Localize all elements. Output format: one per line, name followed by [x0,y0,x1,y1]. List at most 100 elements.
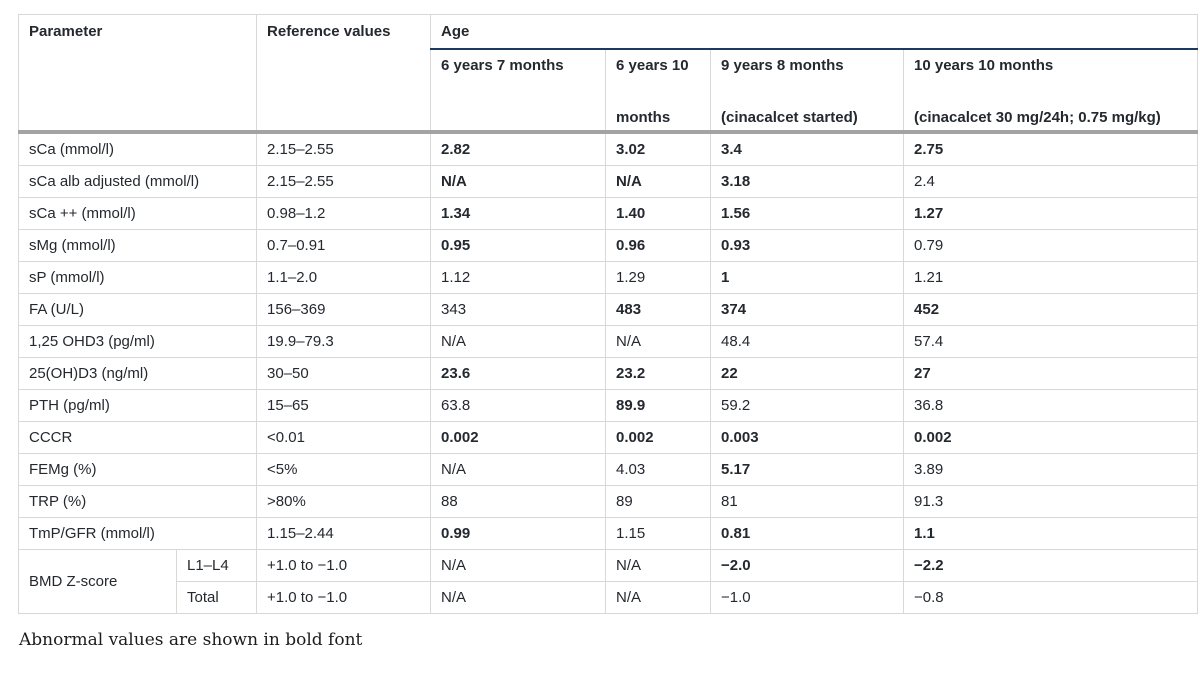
value-cell: 3.18 [710,165,905,198]
value-cell: 1 [710,261,905,294]
age-column-line1: 9 years 8 months [721,57,844,74]
table-body: sCa (mmol/l) 2.15–2.55 2.82 3.02 3.4 2.75 sCa … [17,131,1199,614]
table-row: CCCR <0.01 0.002 0.002 0.003 0.002 [17,421,1199,454]
value-cell: 22 [710,357,905,390]
age-column-line1: 10 years 10 months [914,57,1054,74]
value-cell: 1.21 [903,261,1199,294]
value-cell: 0.79 [903,229,1199,262]
column-header-age: Age [430,14,1199,50]
lab-results-table-wrap: Parameter Reference values Age 6 years 7… [17,14,1199,614]
value-cell: 1.40 [605,197,712,230]
value-cell: N/A [605,549,712,582]
value-cell: 1.29 [605,261,712,294]
value-cell: N/A [430,325,607,358]
value-cell: 0.002 [430,421,607,454]
table-row: BMD Z-score L1–L4 +1.0 to −1.0 N/A N/A −2.0 −2… [18,549,1199,614]
parameter-cell: FA (U/L) [17,293,258,326]
age-column-line1: 6 years 7 months [441,57,564,74]
value-cell: 88 [430,485,607,518]
value-cell: 0.003 [710,421,905,454]
parameter-sub-cell: Total [175,581,258,614]
value-cell: 0.99 [430,517,607,550]
parameter-cell: BMD Z-score [18,549,177,614]
age-column-header: 6 years 7 months [430,48,607,134]
reference-value-cell: 15–65 [256,389,432,422]
table-footnote: Abnormal values are shown in bold font [19,630,363,650]
value-cell: −1.0 [710,581,905,614]
value-cell: −2.0 [710,549,905,582]
age-column-line2: (cinacalcet 30 mg/24h; 0.75 mg/kg) [914,109,1161,126]
table-row: sCa ++ (mmol/l) 0.98–1.2 1.34 1.40 1.56 1.27 [17,197,1199,230]
value-cell: 4.03 [605,453,712,486]
parameter-cell: sCa alb adjusted (mmol/l) [17,165,258,198]
value-cell: 1.15 [605,517,712,550]
parameter-cell: 1,25 OHD3 (pg/ml) [17,325,258,358]
value-cell: 2.75 [903,131,1199,166]
reference-value-cell: 156–369 [256,293,432,326]
reference-value-cell: >80% [256,485,432,518]
value-cell: 343 [430,293,607,326]
value-cell: 59.2 [710,389,905,422]
value-cell: 2.4 [903,165,1199,198]
value-cell: 1.1 [903,517,1199,550]
value-cell: 1.12 [430,261,607,294]
parameter-cell: sCa ++ (mmol/l) [17,197,258,230]
table-row: PTH (pg/ml) 15–65 63.8 89.9 59.2 36.8 [17,389,1199,422]
value-cell: 3.89 [903,453,1199,486]
value-cell: 23.2 [605,357,712,390]
value-cell: 63.8 [430,389,607,422]
table-row: TmP/GFR (mmol/l) 1.15–2.44 0.99 1.15 0.81 1.1 [17,517,1199,550]
parameter-cell: TRP (%) [17,485,258,518]
parameter-cell: TmP/GFR (mmol/l) [17,517,258,550]
value-cell: 48.4 [710,325,905,358]
reference-value-cell: +1.0 to −1.0 [256,549,432,582]
reference-value-cell: <0.01 [256,421,432,454]
value-cell: 81 [710,485,905,518]
value-cell: 27 [903,357,1199,390]
value-cell: 1.27 [903,197,1199,230]
value-cell: 483 [605,293,712,326]
age-column-line2: months [616,109,671,126]
value-cell: 3.02 [605,131,712,166]
reference-value-cell: 2.15–2.55 [256,165,432,198]
reference-value-cell: 0.7–0.91 [256,229,432,262]
column-header-reference-values: Reference values [256,14,432,134]
table-row: 1,25 OHD3 (pg/ml) 19.9–79.3 N/A N/A 48.4 57.4 [17,325,1199,358]
value-cell: 57.4 [903,325,1199,358]
value-cell: 89.9 [605,389,712,422]
value-cell: 36.8 [903,389,1199,422]
parameter-cell: CCCR [17,421,258,454]
value-cell: 1.56 [710,197,905,230]
reference-value-cell: 1.1–2.0 [256,261,432,294]
reference-value-cell: +1.0 to −1.0 [256,581,432,614]
table-row: FA (U/L) 156–369 343 483 374 452 [17,293,1199,326]
parameter-cell: sMg (mmol/l) [17,229,258,262]
value-cell: 0.95 [430,229,607,262]
value-cell: N/A [430,453,607,486]
value-cell: 374 [710,293,905,326]
table-row: sP (mmol/l) 1.1–2.0 1.12 1.29 1 1.21 [17,261,1199,294]
reference-value-cell: 19.9–79.3 [256,325,432,358]
parameter-cell: 25(OH)D3 (ng/ml) [17,357,258,390]
parameter-cell: FEMg (%) [17,453,258,486]
age-column-header: 6 years 10 months [605,48,712,134]
age-column-header: 9 years 8 months (cinacalcet started) [710,48,905,134]
parameter-cell: PTH (pg/ml) [17,389,258,422]
reference-value-cell: <5% [256,453,432,486]
age-column-header: 10 years 10 months (cinacalcet 30 mg/24h… [903,48,1199,134]
value-cell: 3.4 [710,131,905,166]
value-cell: 452 [903,293,1199,326]
reference-value-cell: 2.15–2.55 [256,131,432,166]
value-cell: 0.93 [710,229,905,262]
value-cell: −2.2 [903,549,1199,582]
value-cell: 2.82 [430,131,607,166]
value-cell: 0.81 [710,517,905,550]
value-cell: N/A [605,581,712,614]
value-cell: N/A [430,165,607,198]
parameter-cell: sP (mmol/l) [17,261,258,294]
value-cell: 0.96 [605,229,712,262]
value-cell: −0.8 [903,581,1199,614]
reference-value-cell: 1.15–2.44 [256,517,432,550]
table-row: sMg (mmol/l) 0.7–0.91 0.95 0.96 0.93 0.79 [17,229,1199,262]
